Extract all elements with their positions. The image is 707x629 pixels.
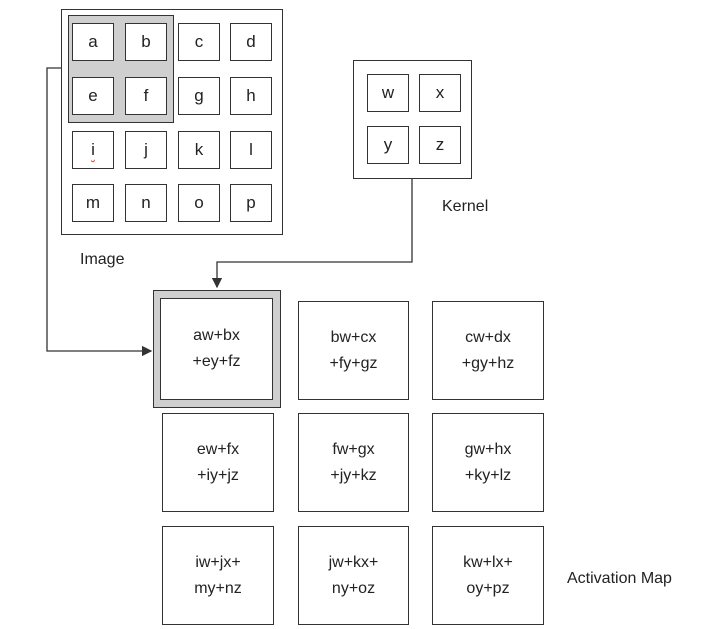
activation-line: fw+gx — [332, 440, 375, 458]
activation-line: +ey+fz — [192, 353, 241, 370]
image-cell-c: c — [178, 23, 220, 61]
activation-cell-2-0: iw+jx+ my+nz — [162, 526, 274, 625]
image-to-output-arrow — [46, 67, 153, 357]
image-cell-k: k — [178, 131, 220, 169]
activation-cell-0-2: cw+dx +gy+hz — [432, 301, 544, 400]
activation-cell-1-2: gw+hx +ky+lz — [432, 413, 544, 512]
activation-line: my+nz — [194, 579, 242, 597]
activation-line: cw+dx — [465, 328, 511, 346]
image-cell-l: l — [230, 131, 272, 169]
image-cell-i: i — [72, 131, 114, 169]
image-cell-d: d — [230, 23, 272, 61]
activation-line: bw+cx — [330, 328, 377, 346]
image-cell-a: a — [72, 23, 114, 61]
activation-line: jw+kx+ — [328, 553, 379, 571]
activation-line: ew+fx — [196, 440, 240, 458]
image-cell-f: f — [125, 77, 167, 115]
activation-cell-2-2: kw+lx+ oy+pz — [432, 526, 544, 625]
activation-line: +fy+gz — [329, 354, 378, 372]
kernel-cell-y: y — [367, 126, 409, 164]
kernel-cell-z: z — [419, 126, 461, 164]
activation-line: iw+jx+ — [195, 553, 241, 571]
image-cell-e: e — [72, 77, 114, 115]
image-cell-g: g — [178, 77, 220, 115]
kernel-to-output-arrow — [211, 178, 413, 289]
kernel-cell-w: w — [367, 74, 409, 112]
image-caption: Image — [80, 251, 125, 268]
activation-cell-0-0: aw+bx +ey+fz — [160, 298, 273, 400]
activation-line: gw+hx — [464, 440, 512, 458]
image-cell-b: b — [125, 23, 167, 61]
activation-line: aw+bx — [193, 327, 240, 344]
activation-line: +jy+kz — [330, 466, 377, 484]
activation-line: kw+lx+ — [463, 553, 513, 571]
activation-cell-0-1: bw+cx +fy+gz — [298, 301, 409, 400]
image-cell-m: m — [72, 184, 114, 222]
activation-map-caption: Activation Map — [567, 570, 672, 587]
image-cell-o: o — [178, 184, 220, 222]
kernel-caption: Kernel — [442, 198, 489, 215]
image-cell-h: h — [230, 77, 272, 115]
activation-cell-2-1: jw+kx+ ny+oz — [298, 526, 409, 625]
image-cell-p: p — [230, 184, 272, 222]
activation-line: oy+pz — [466, 579, 510, 597]
activation-line: +iy+jz — [197, 466, 239, 484]
kernel-cell-x: x — [419, 74, 461, 112]
image-cell-j: j — [125, 131, 167, 169]
activation-line: +ky+lz — [464, 466, 512, 484]
activation-cell-1-1: fw+gx +jy+kz — [298, 413, 409, 512]
activation-line: +gy+hz — [461, 354, 515, 372]
activation-line: ny+oz — [331, 579, 376, 597]
image-cell-n: n — [125, 184, 167, 222]
activation-cell-1-0: ew+fx +iy+jz — [162, 413, 274, 512]
image-cell-i-label: i — [91, 140, 95, 159]
